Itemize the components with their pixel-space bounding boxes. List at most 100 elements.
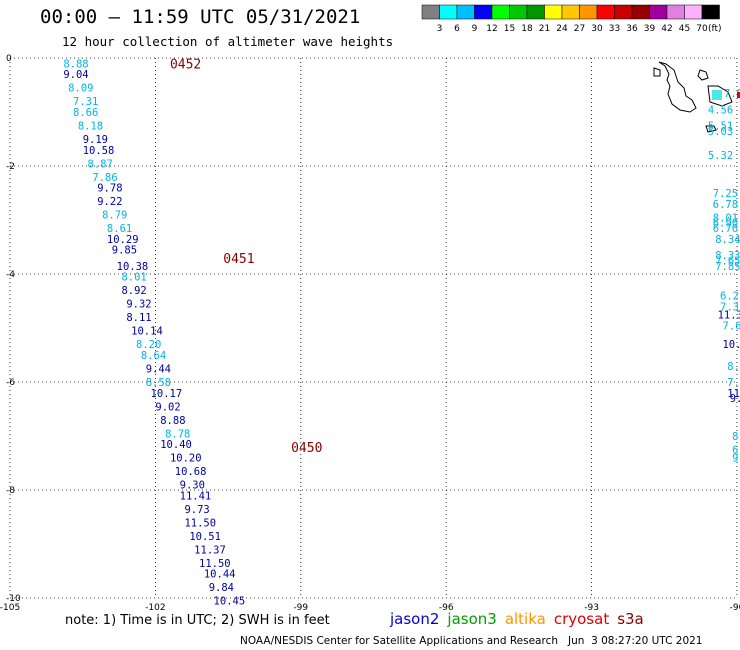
color-scale-unit: (ft) bbox=[708, 24, 722, 34]
color-scale-label: 33 bbox=[609, 24, 620, 34]
wave-height-value: 4.56 bbox=[708, 104, 733, 116]
wave-height-value: 11.50 bbox=[184, 517, 216, 529]
generation-timestamp: Jun 3 08:27:20 UTC 2021 bbox=[568, 635, 703, 647]
wave-height-value: 6 bbox=[732, 445, 738, 457]
wave-height-value: 10.17 bbox=[151, 388, 183, 400]
wave-height-value: 10.0 bbox=[722, 339, 740, 351]
legend-entry: jason3 bbox=[447, 610, 497, 628]
wave-height-value: 9. bbox=[730, 393, 740, 405]
wave-height-value: 8.01 bbox=[713, 212, 738, 224]
color-scale-label: 15 bbox=[504, 24, 515, 34]
wave-height-value: 8.88 bbox=[160, 415, 185, 427]
longitude-tick-label: -99 bbox=[293, 603, 308, 613]
wave-height-value: 8.64 bbox=[141, 350, 166, 362]
wave-height-value: 11.41 bbox=[180, 490, 212, 502]
satellite-track-east: 4.56 5.515.03 5.32 7.256.788.016.906.768.34… bbox=[708, 104, 740, 464]
wave-height-value: 9.02 bbox=[155, 401, 180, 413]
wave-height-value: 6.78 bbox=[713, 199, 738, 211]
wave-height-value: 11 bbox=[727, 388, 740, 400]
color-scale-label: 24 bbox=[556, 24, 568, 34]
wave-height-value: 10.44 bbox=[204, 569, 236, 581]
wave-height-value: 10.40 bbox=[160, 439, 192, 451]
longitude-tick-label: -102 bbox=[145, 603, 165, 613]
wave-height-value: 8.61 bbox=[107, 223, 132, 235]
wave-height-value: 11.50 bbox=[199, 558, 231, 570]
data-cluster bbox=[712, 90, 722, 100]
pass-time-label: 0451 bbox=[223, 252, 254, 267]
legend-entry: jason2 bbox=[390, 610, 440, 628]
wave-height-value: 8.92 bbox=[121, 285, 146, 297]
color-scale-label: 21 bbox=[539, 24, 550, 34]
wave-height-value: 11.37 bbox=[194, 544, 226, 556]
legend-entry: s3a bbox=[617, 610, 644, 628]
wave-height-value: 8.18 bbox=[78, 121, 103, 133]
galapagos-islands bbox=[653, 61, 733, 133]
wave-height-value: 10.45 bbox=[214, 596, 246, 608]
wave-height-value: 10.68 bbox=[175, 466, 207, 478]
wave-height-value: 8.87 bbox=[88, 158, 113, 170]
wave-height-value: 8.11 bbox=[126, 312, 151, 324]
wave-height-value: 7.3 bbox=[720, 301, 739, 313]
wave-height-value: 9.32 bbox=[126, 299, 151, 311]
wave-height-value: 6.2 bbox=[720, 291, 739, 303]
legend-entry: altika bbox=[504, 610, 546, 628]
wave-height-value: 9.19 bbox=[83, 134, 108, 146]
latitude-tick-label: 0 bbox=[6, 54, 12, 64]
wave-height-value: 10.38 bbox=[117, 261, 149, 273]
wave-height-value: 6.76 bbox=[713, 223, 738, 235]
color-swatch bbox=[701, 4, 720, 20]
wave-height-value: 9.04 bbox=[63, 69, 88, 81]
wave-height-value: 8.01 bbox=[121, 272, 146, 284]
units-note: note: 1) Time is in UTC; 2) SWH is in fe… bbox=[65, 613, 330, 628]
wave-height-value: 7. bbox=[727, 377, 740, 389]
latitude-tick-label: -10 bbox=[6, 594, 21, 604]
wave-height-value: 9.44 bbox=[146, 364, 171, 376]
wave-height-value: 7.25 bbox=[713, 188, 738, 200]
wave-height-value: 10.14 bbox=[131, 326, 163, 338]
legend-entry: cryosat bbox=[553, 610, 610, 628]
wave-height-value: 9 bbox=[732, 453, 738, 465]
cryosat-mark bbox=[737, 92, 740, 98]
color-scale-label: 30 bbox=[591, 24, 603, 34]
wave-height-value: 7.65 bbox=[715, 256, 740, 268]
color-scale-label: 39 bbox=[644, 24, 656, 34]
wave-height-value: 9.84 bbox=[209, 582, 234, 594]
wave-height-value: 6.90 bbox=[713, 218, 738, 230]
color-scale-label: 9 bbox=[472, 24, 478, 34]
color-scale-label: 6 bbox=[454, 24, 460, 34]
color-scale-label: 70 bbox=[696, 24, 708, 34]
wave-height-value: 5.51 bbox=[708, 121, 733, 133]
page-subtitle: 12 hour collection of altimeter wave hei… bbox=[62, 34, 394, 49]
cluster-value: 7.0 bbox=[724, 88, 740, 100]
wave-height-value: 7.6 bbox=[722, 320, 740, 332]
color-scale-label: 3 bbox=[437, 24, 443, 34]
longitude-tick-label: -96 bbox=[439, 603, 454, 613]
wave-height-value: 8.88 bbox=[63, 58, 88, 70]
island-isabela bbox=[658, 61, 697, 113]
credit-line: NOAA/NESDIS Center for Satellite Applica… bbox=[240, 635, 703, 647]
wave-height-value: 9.30 bbox=[180, 480, 205, 492]
color-scale-label: 36 bbox=[626, 24, 638, 34]
longitude-tick-label: -90 bbox=[730, 603, 740, 613]
wave-height-value: 8.78 bbox=[165, 428, 190, 440]
wave-height-value: 9.78 bbox=[97, 183, 122, 195]
color-scale-label: 42 bbox=[661, 24, 672, 34]
wave-height-value: 10.58 bbox=[83, 145, 115, 157]
island-santa-cruz bbox=[707, 85, 733, 107]
satellite-track-main: 8.889.048.097.318.668.189.1910.588.877.8… bbox=[63, 58, 245, 607]
wave-height-value: 8.1 bbox=[727, 361, 740, 373]
wave-height-value: 10.20 bbox=[170, 453, 202, 465]
wave-height-value: 8.79 bbox=[102, 210, 127, 222]
wave-height-value: 5.03 bbox=[708, 126, 733, 138]
wave-height-value: 11.3 bbox=[718, 310, 740, 322]
color-scale-label: 27 bbox=[574, 24, 585, 34]
wave-height-value: 8 bbox=[732, 431, 738, 443]
longitude-tick-label: -93 bbox=[584, 603, 599, 613]
wave-height-value: 7.31 bbox=[73, 96, 98, 108]
wave-height-value: 7.85 bbox=[715, 261, 740, 273]
wave-height-value: 5.32 bbox=[708, 150, 733, 162]
color-scale-bar: 3 6 9 12 15 18 21 24 27 30 33 36 39 42 45 70 (ft) bbox=[421, 4, 722, 34]
island-fernandina bbox=[653, 67, 661, 77]
latitude-tick-label: -8 bbox=[6, 486, 15, 496]
